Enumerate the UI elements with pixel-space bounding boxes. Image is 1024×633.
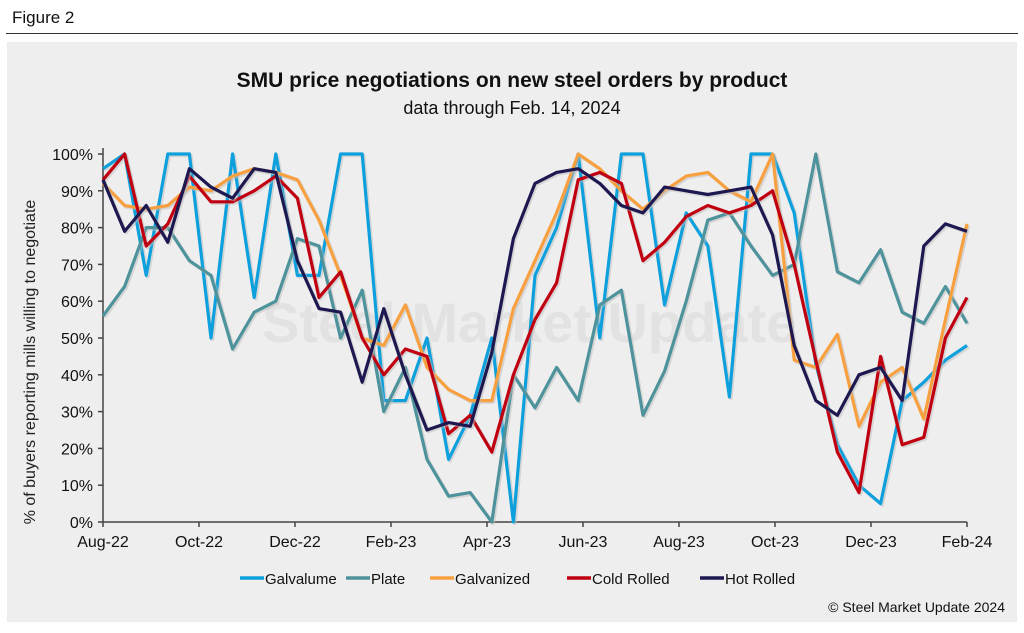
y-tick-label: 90% — [61, 184, 93, 201]
x-tick-label: Dec-22 — [269, 534, 321, 551]
legend-item-plate: Plate — [346, 571, 405, 588]
x-tick-label: Oct-22 — [175, 534, 223, 551]
y-tick-label: 100% — [52, 147, 93, 164]
y-tick-label: 40% — [61, 368, 93, 385]
x-tick-label: Jun-23 — [559, 534, 608, 551]
legend-item-galvanized: Galvanized — [430, 571, 530, 588]
series-line-galvanized — [101, 152, 969, 428]
copyright: © Steel Market Update 2024 — [828, 599, 1005, 615]
legend-label: Hot Rolled — [725, 571, 795, 588]
x-tick-label: Apr-23 — [463, 534, 511, 551]
y-tick-label: 60% — [61, 294, 93, 311]
figure-divider — [6, 33, 1018, 34]
chart-subtitle: data through Feb. 14, 2024 — [403, 98, 620, 118]
x-tick-label: Dec-23 — [845, 534, 897, 551]
x-tick-label: Feb-23 — [366, 534, 417, 551]
x-tick-label: Aug-22 — [77, 534, 129, 551]
series-lines — [101, 152, 971, 526]
series-line-hot-rolled — [101, 167, 968, 432]
y-tick-label: 70% — [61, 257, 93, 274]
y-tick-label: 20% — [61, 441, 93, 458]
legend-label: Galvalume — [265, 571, 337, 588]
x-tick-label: Feb-24 — [942, 534, 993, 551]
x-tick-label: Aug-23 — [653, 534, 705, 551]
legend-label: Galvanized — [455, 571, 530, 588]
legend-item-galvalume: Galvalume — [240, 571, 337, 588]
figure-label: Figure 2 — [12, 8, 75, 27]
line-chart: Steel Market Update SMU price negotiatio… — [22, 69, 1005, 615]
legend: Galvalume Plate Galvanized Cold Rolled Hot R… — [240, 571, 795, 588]
legend-item-hot-rolled: Hot Rolled — [700, 571, 795, 588]
y-tick-label: 30% — [61, 405, 93, 422]
series-shadow — [103, 153, 971, 430]
chart-title: SMU price negotiations on new steel orde… — [237, 69, 788, 92]
y-tick-label: 10% — [61, 478, 93, 495]
y-tick-label: 0% — [70, 515, 93, 532]
y-axis-label: % of buyers reporting mills willing to n… — [22, 200, 39, 525]
y-tick-label: 80% — [61, 221, 93, 238]
legend-label: Cold Rolled — [592, 571, 670, 588]
axes: 0% 10% 20% 30% 40% 50% 60% 70% 80% 90% 100% Aug-22 O… — [52, 147, 992, 551]
x-tick-label: Oct-23 — [751, 534, 799, 551]
series-line-plate — [101, 152, 969, 524]
chart-panel: Steel Market Update SMU price negotiatio… — [7, 42, 1017, 622]
legend-item-cold-rolled: Cold Rolled — [567, 571, 670, 588]
y-tick-label: 50% — [61, 331, 93, 348]
series-line-cold-rolled — [101, 152, 969, 495]
legend-label: Plate — [371, 571, 405, 588]
